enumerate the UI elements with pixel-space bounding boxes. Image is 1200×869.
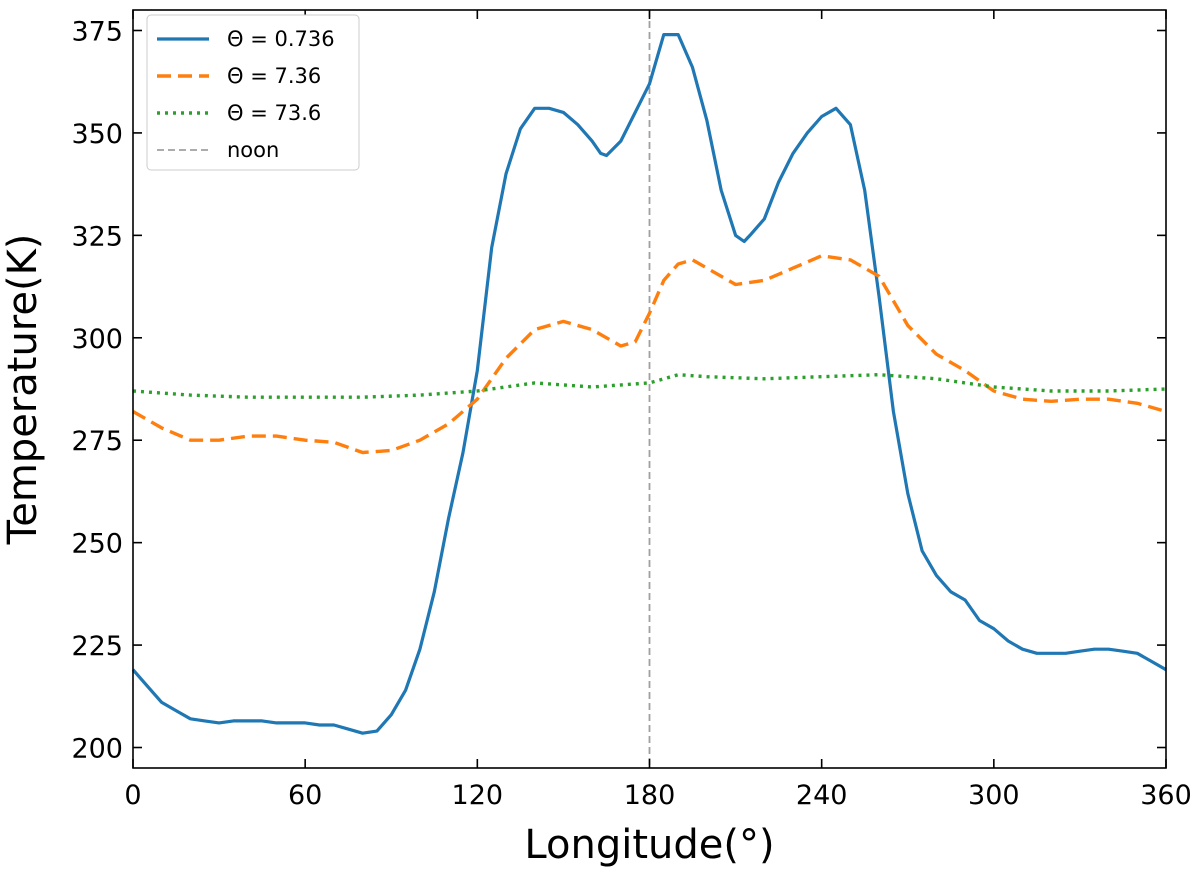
x-tick-label: 360 [1140, 780, 1192, 811]
y-tick-label: 325 [71, 221, 123, 252]
x-tick-label: 120 [452, 780, 504, 811]
ticks [132, 10, 1167, 768]
legend-label-series-2: Θ = 73.6 [227, 101, 321, 125]
y-tick-label: 300 [71, 324, 123, 355]
series-line-1 [132, 254, 1167, 455]
legend-label-series-1: Θ = 7.36 [227, 64, 321, 88]
y-axis-label: Temperature(K) [0, 234, 46, 546]
plot-lines [131, 10, 1167, 768]
y-tick-label: 200 [71, 734, 123, 765]
y-tick-label: 275 [71, 426, 123, 457]
x-tick-label: 240 [796, 780, 848, 811]
x-tick-label: 0 [124, 780, 141, 811]
tick-labels: 0 60 120 180 240 300 360 200 225 250 275 300 325 350 3… [71, 16, 1191, 811]
x-tick-label: 300 [968, 780, 1020, 811]
y-tick-label: 375 [71, 16, 123, 47]
y-tick-label: 350 [71, 119, 123, 150]
x-tick-label: 60 [288, 780, 322, 811]
x-tick-label: 180 [624, 780, 676, 811]
y-tick-label: 250 [71, 529, 123, 560]
legend-box [146, 14, 360, 171]
x-axis-label: Longitude(°) [524, 822, 774, 868]
legend-label-noon: noon [227, 138, 279, 162]
legend-label-series-0: Θ = 0.736 [227, 27, 335, 51]
series-line-0 [131, 32, 1167, 735]
y-tick-label: 225 [71, 631, 123, 662]
legend: Θ = 0.736 Θ = 7.36 Θ = 73.6 noon [146, 14, 360, 171]
